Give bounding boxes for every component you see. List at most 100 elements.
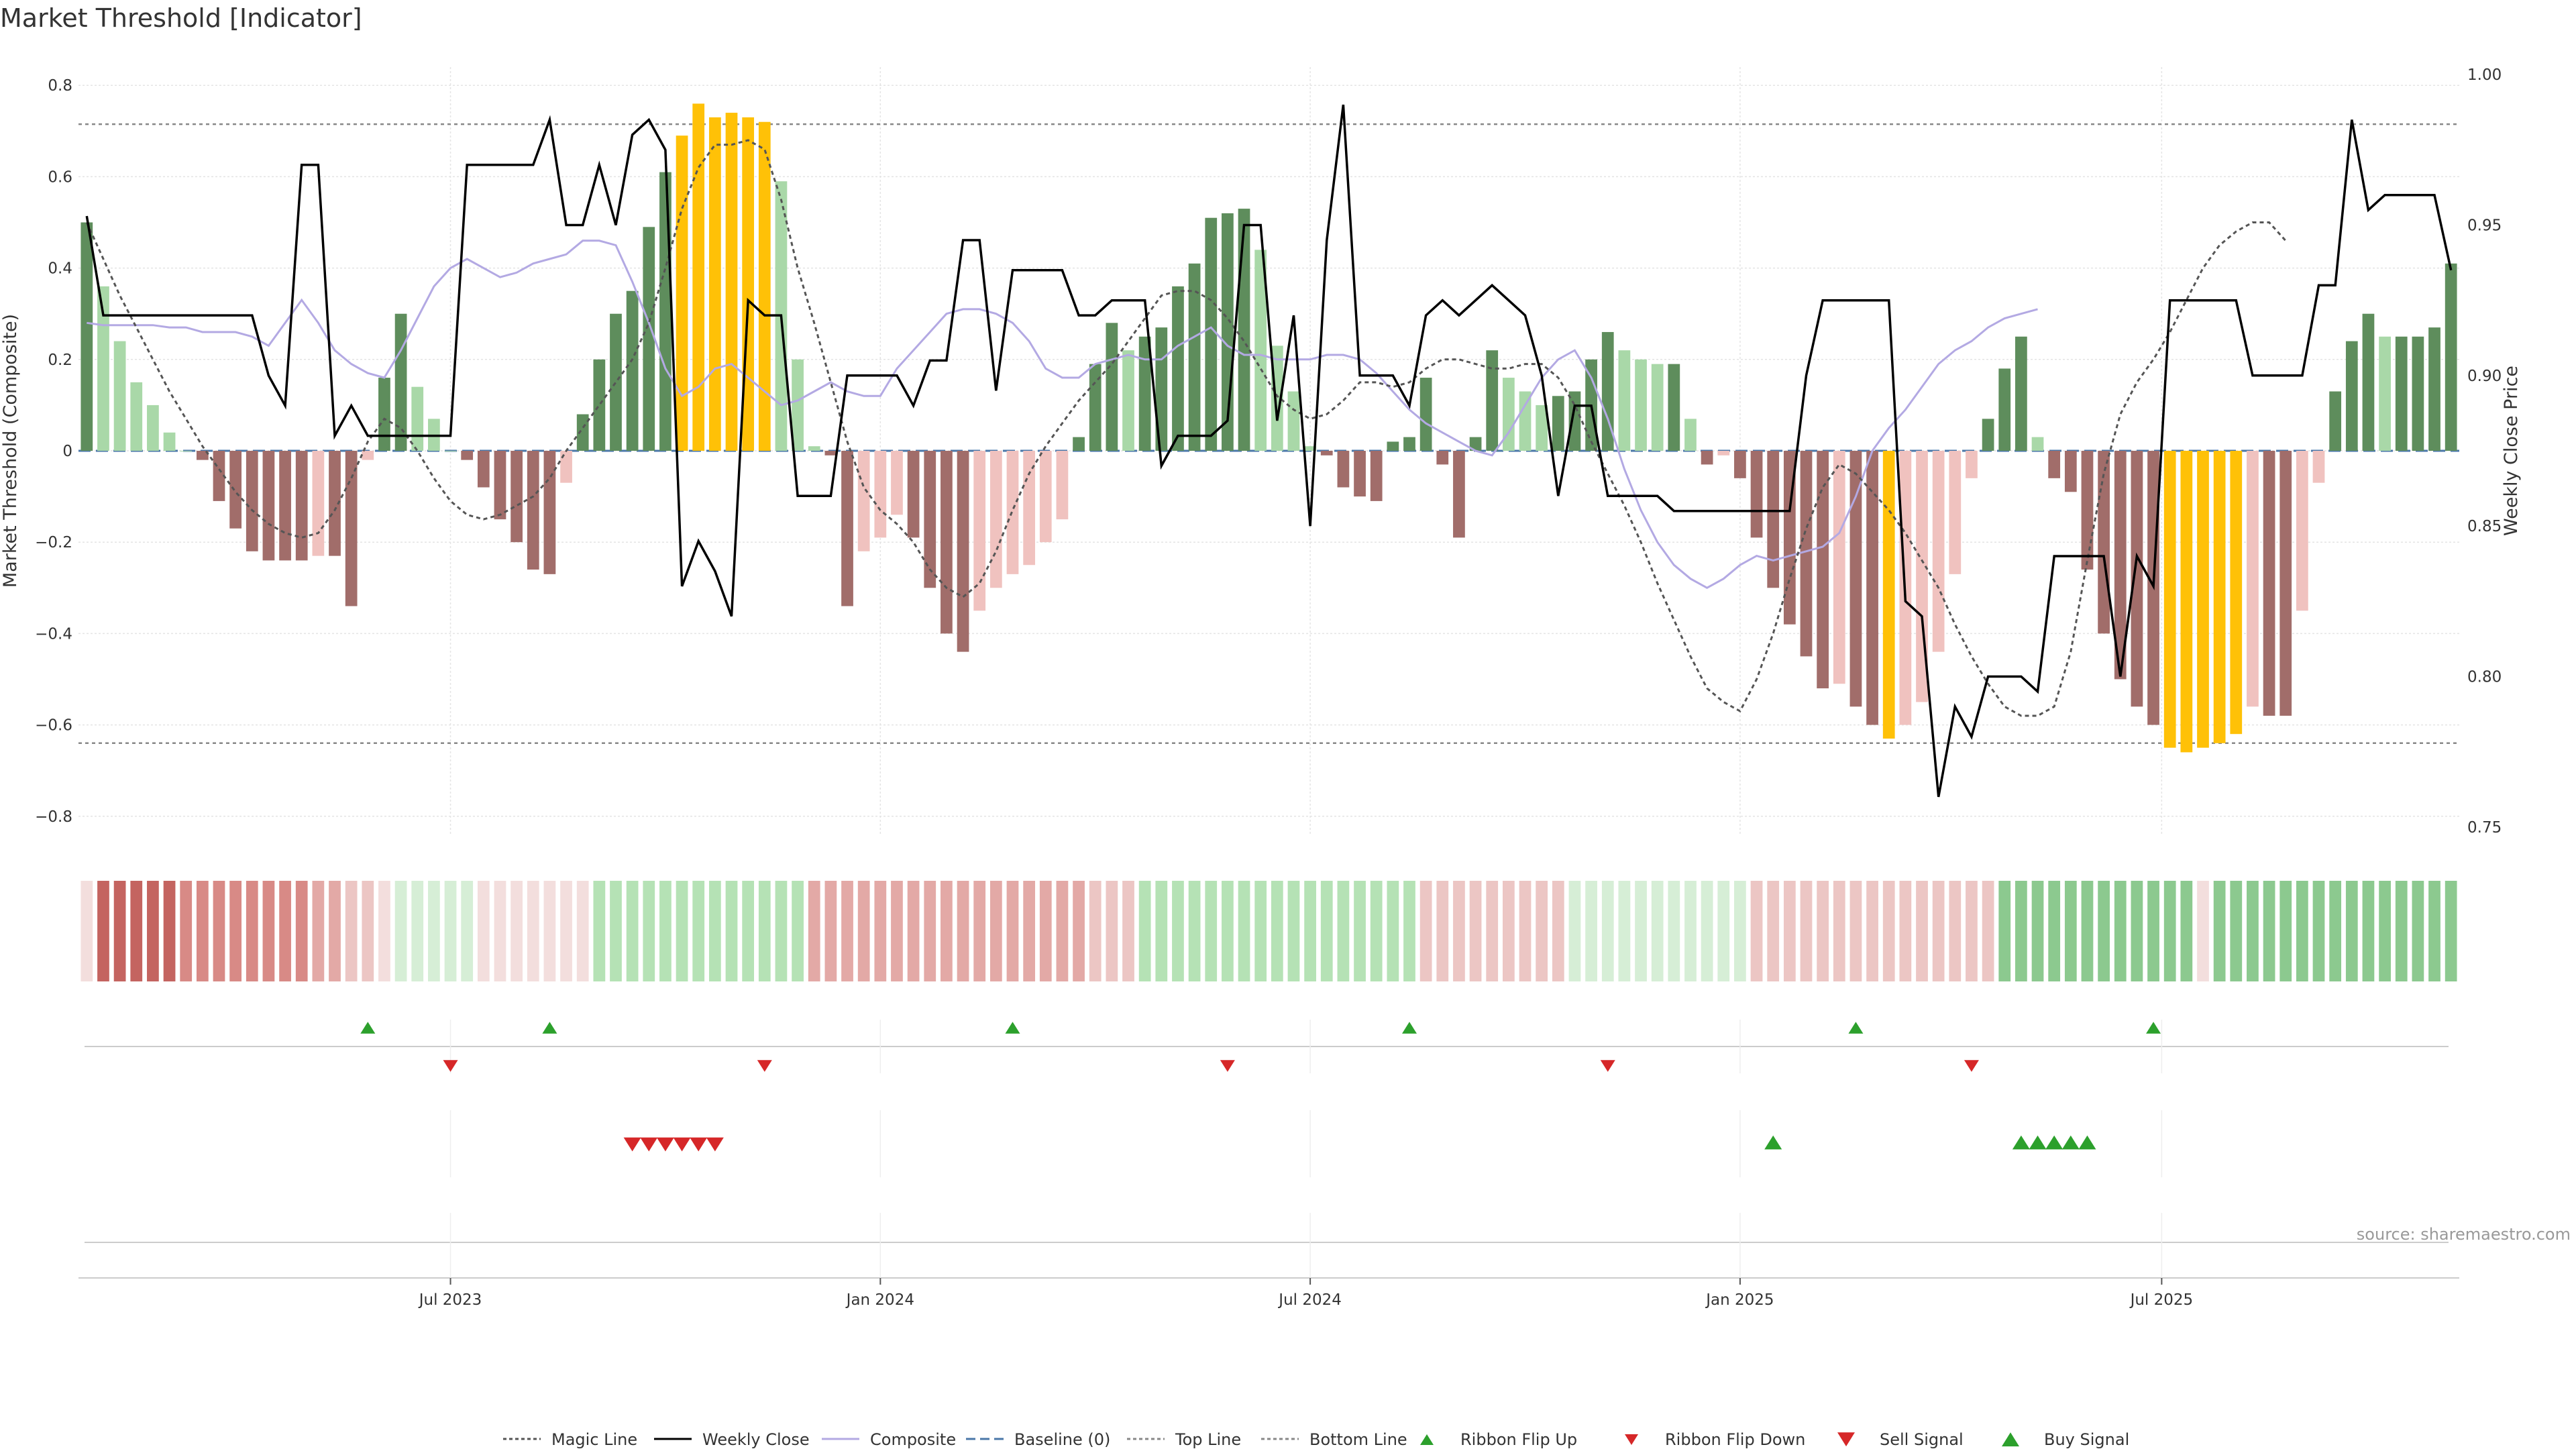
ribbon-cell [989,881,1002,981]
composite-bar [2329,391,2342,451]
ribbon-cell [626,881,639,981]
ribbon-flip-up-marker [1848,1022,1864,1034]
ribbon-cell [1618,881,1631,981]
ribbon-cell [1568,881,1581,981]
chart-title: Market Threshold [Indicator] [0,3,362,33]
composite-bar [1122,350,1134,451]
y-tick-label: 0 [62,443,72,460]
composite-bar [2379,336,2391,451]
ribbon-cell [907,881,920,981]
ribbon-cell [891,881,903,981]
x-tick-label: Jan 2024 [845,1291,914,1309]
composite-bar [1949,451,1962,574]
composite-bar [2213,451,2226,743]
y-tick-label: −0.4 [35,625,72,643]
composite-bar [1089,364,1102,451]
ribbon-cell [2445,881,2457,981]
composite-bar [1106,323,1118,451]
legend-label: Weekly Close [702,1430,810,1449]
legend-label: Top Line [1175,1430,1241,1449]
composite-bar [1601,331,1614,451]
composite-bar [659,172,672,451]
composite-bar [1188,263,1201,451]
ribbon-cell [2015,881,2027,981]
ribbon-cell [2064,881,2077,981]
ribbon-cell [1998,881,2011,981]
ribbon-cell [1436,881,1449,981]
composite-bar [907,451,920,538]
x-tick-label: Jul 2025 [2129,1291,2194,1309]
composite-bar [1155,327,1168,451]
ribbon-cell [1073,881,1085,981]
composite-line [87,239,2038,590]
composite-bar [924,451,936,588]
composite-bar [527,451,539,570]
ribbon-strip [80,881,2457,981]
legend: Magic Line Weekly Close Composite Baseline … [503,1430,2129,1449]
composite-bar [394,313,407,451]
ribbon-cell [941,881,953,981]
buy-signal-marker [1764,1135,1782,1150]
left-axis-ticks: −0.8 −0.6 −0.4 −0.2 0 0.2 0.4 0.6 0.8 [35,77,72,826]
composite-bar [147,405,159,451]
ribbon-cell [362,881,374,981]
reference-lines [78,123,2459,745]
composite-bar [1734,451,1746,478]
ribbon-cell [2345,881,2358,981]
x-axis-ticks: Jul 2023 Jan 2024 Jul 2024 Jan 2025 Jul 2025 [418,1278,2193,1309]
ribbon-cell [1254,881,1267,981]
ribbon-cell [229,881,242,981]
ribbon-cell [610,881,622,981]
ribbon-cell [1205,881,1218,981]
ribbon-cell [1238,881,1250,981]
ribbon-cell [643,881,655,981]
ribbon-cell [857,881,870,981]
x-tick-label: Jan 2025 [1705,1291,1774,1309]
composite-bar [2015,336,2027,451]
x-tick-label: Jul 2023 [418,1291,482,1309]
composite-bar [957,451,969,652]
ribbon-cell [477,881,490,981]
composite-bar [1519,391,1532,451]
ribbon-cell [1106,881,1118,981]
ribbon-cell [113,881,126,981]
line-series [85,104,2453,798]
ribbon-cell [1222,881,1234,981]
composite-bar [2312,451,2325,483]
composite-bar [1287,391,1300,451]
y2-axis-label: Weekly Close Price [2501,366,2522,536]
composite-bar [1552,396,1564,451]
ribbon-cell [1949,881,1962,981]
ribbon-cell [2098,881,2110,981]
ribbon-cell [1866,881,1878,981]
legend-label: Baseline (0) [1014,1430,1110,1449]
y2-tick-label: 0.80 [2467,668,2502,686]
composite-bar [1767,451,1780,588]
y-axis-label: Market Threshold (Composite) [0,314,21,588]
composite-bar [1238,209,1250,451]
composite-bar [824,451,837,455]
y2-tick-label: 1.00 [2467,66,2502,84]
ribbon-flip-down-marker [1964,1060,1979,1072]
ribbon-cell [411,881,424,981]
composite-bar [1701,451,1713,465]
composite-bar [246,451,258,551]
ribbon-cell [1354,881,1366,981]
composite-bar [1436,451,1449,465]
ribbon-cell [1155,881,1168,981]
ribbon-cell [1668,881,1680,981]
ribbon-cell [2048,881,2061,981]
composite-bar [329,451,341,556]
ribbon-cell [1552,881,1564,981]
ribbon-cell [1899,881,1912,981]
ribbon-cell [1419,881,1432,981]
composite-bar [1833,451,1845,684]
composite-bar [1304,446,1316,451]
ribbon-cell [2263,881,2275,981]
ribbon-cell [461,881,474,981]
ribbon-cell [494,881,506,981]
ribbon-cell [1039,881,1052,981]
signal-panels [78,1020,2459,1279]
legend-marker [1837,1432,1855,1447]
composite-bar [1800,451,1813,657]
